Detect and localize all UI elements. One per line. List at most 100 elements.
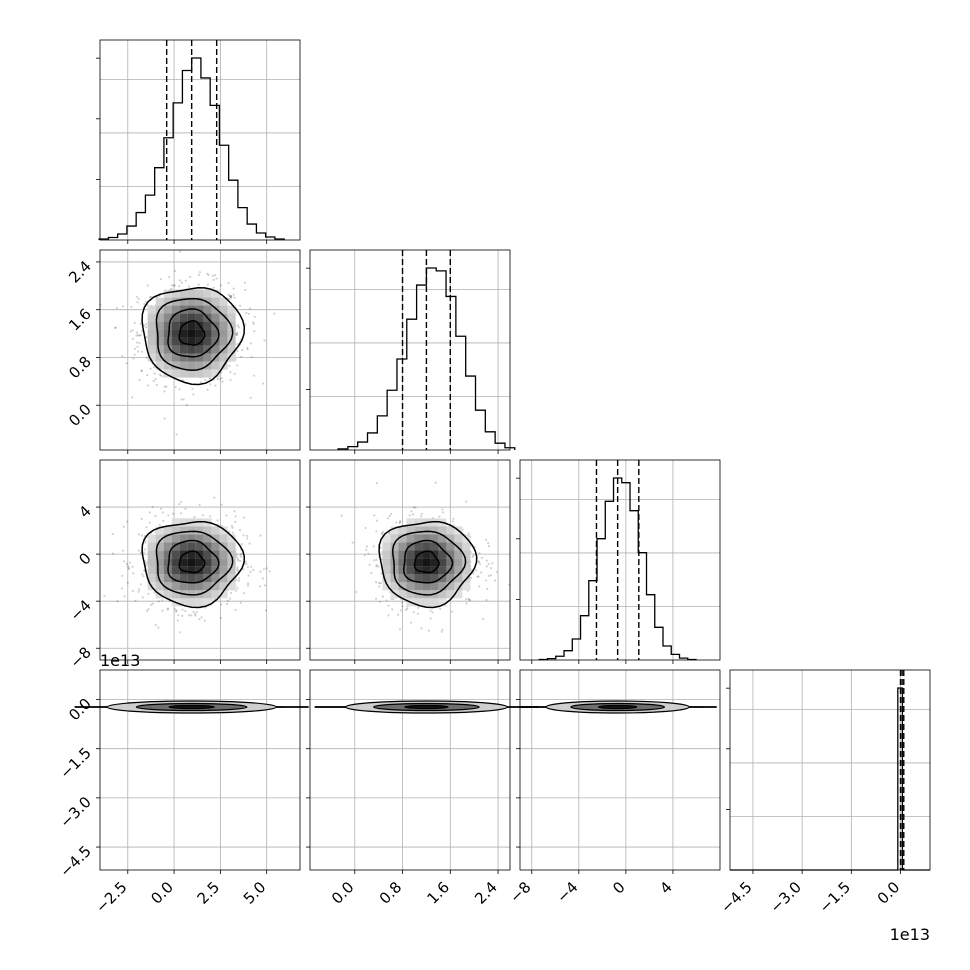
scatter-point bbox=[177, 285, 181, 288]
scatter-point bbox=[452, 517, 455, 520]
contour-line bbox=[413, 550, 440, 574]
scatter-point bbox=[173, 284, 176, 287]
scatter-point bbox=[219, 284, 222, 287]
contour-line bbox=[403, 539, 454, 584]
density-cell bbox=[171, 558, 180, 567]
scatter-point bbox=[486, 587, 489, 591]
density-cell bbox=[211, 582, 220, 591]
scatter-point bbox=[241, 348, 244, 352]
scatter-point bbox=[375, 530, 378, 533]
scatter-point bbox=[230, 524, 233, 528]
density-cell bbox=[227, 558, 236, 567]
scatter-point bbox=[181, 608, 184, 611]
density-cell bbox=[171, 297, 180, 306]
density-cell bbox=[171, 542, 180, 551]
density-cell bbox=[203, 542, 212, 551]
scatter-point bbox=[363, 554, 366, 557]
scatter-point bbox=[121, 355, 124, 358]
density-cell bbox=[163, 369, 172, 378]
scatter-point bbox=[239, 601, 242, 605]
y-axis-offset-label: 1e13 bbox=[100, 651, 140, 670]
density-cell bbox=[438, 550, 447, 559]
x-tick-label: 0.0 bbox=[874, 878, 904, 908]
density-cell bbox=[195, 369, 204, 378]
density-cell bbox=[155, 321, 164, 330]
scatter-point bbox=[240, 552, 243, 556]
scatter-point bbox=[487, 542, 490, 545]
scatter-point bbox=[412, 611, 415, 614]
scatter-point bbox=[236, 343, 239, 346]
density-cell bbox=[414, 558, 423, 567]
density-cell bbox=[446, 550, 455, 559]
scatter-point bbox=[240, 543, 243, 546]
density-cell bbox=[187, 574, 196, 583]
density-cell bbox=[171, 369, 180, 378]
density-cell bbox=[219, 582, 228, 591]
density-cell bbox=[179, 574, 188, 583]
scatter-point bbox=[351, 541, 354, 544]
density-cell bbox=[422, 566, 431, 575]
density-cell bbox=[163, 345, 172, 354]
scatter-point bbox=[395, 521, 398, 524]
density-cell bbox=[155, 558, 164, 567]
density-cell bbox=[422, 558, 431, 567]
scatter-point bbox=[417, 606, 420, 610]
scatter-panel-frame bbox=[99, 669, 301, 871]
density-cell bbox=[187, 297, 196, 306]
x-tick-label: 2.5 bbox=[194, 878, 224, 908]
density-cell bbox=[171, 329, 180, 338]
density-cell bbox=[219, 321, 228, 330]
scatter-point bbox=[153, 591, 156, 594]
density-cell bbox=[203, 566, 212, 575]
scatter-point bbox=[399, 520, 402, 524]
density-cell bbox=[163, 534, 172, 543]
density-cell bbox=[406, 550, 415, 559]
scatter-point bbox=[180, 512, 183, 515]
scatter-point bbox=[253, 315, 256, 318]
density-cell bbox=[195, 353, 204, 362]
scatter-point bbox=[375, 558, 378, 562]
scatter-point bbox=[150, 603, 153, 606]
x-tick-label: −4.5 bbox=[717, 878, 755, 916]
density-cell bbox=[398, 526, 407, 535]
scatter-group bbox=[314, 700, 539, 714]
density-cell bbox=[219, 313, 228, 322]
scatter-point bbox=[388, 514, 391, 518]
scatter-point bbox=[387, 604, 390, 607]
scatter-point bbox=[398, 522, 401, 525]
scatter-point bbox=[155, 383, 158, 387]
scatter-point bbox=[398, 628, 402, 631]
scatter-point bbox=[247, 312, 250, 315]
scatter-point bbox=[232, 531, 235, 534]
panels-layer: −4.5 −3.0 −1.5 0.00.00.81.62.4−8−404−2.5 0.0… bbox=[56, 39, 931, 917]
density-cell bbox=[171, 566, 180, 575]
scatter-point bbox=[161, 609, 164, 612]
density-cell bbox=[187, 558, 196, 567]
scatter-point bbox=[237, 579, 240, 582]
density-cell bbox=[446, 542, 455, 551]
scatter-point bbox=[237, 577, 241, 580]
scatter-point bbox=[179, 250, 182, 253]
density-cell bbox=[203, 353, 212, 362]
scatter-point bbox=[178, 503, 181, 506]
scatter-point bbox=[452, 524, 455, 527]
scatter-point bbox=[410, 621, 413, 624]
y-tick-label: −1.5 bbox=[56, 744, 94, 782]
scatter-point bbox=[175, 610, 178, 613]
scatter-point bbox=[141, 596, 144, 599]
scatter-point bbox=[340, 514, 343, 517]
density-cell bbox=[163, 353, 172, 362]
scatter-point bbox=[131, 589, 134, 593]
density-cell bbox=[163, 321, 172, 330]
scatter-point bbox=[420, 512, 423, 516]
scatter-point bbox=[233, 372, 236, 375]
scatter-point bbox=[226, 602, 229, 606]
scatter-point bbox=[114, 326, 117, 329]
scatter-point bbox=[467, 597, 470, 601]
scatter-point bbox=[248, 542, 251, 545]
scatter-point bbox=[158, 373, 162, 376]
scatter-point bbox=[137, 590, 140, 593]
density-cell bbox=[406, 558, 415, 567]
scatter-point bbox=[375, 581, 378, 584]
scatter-point bbox=[273, 312, 276, 315]
